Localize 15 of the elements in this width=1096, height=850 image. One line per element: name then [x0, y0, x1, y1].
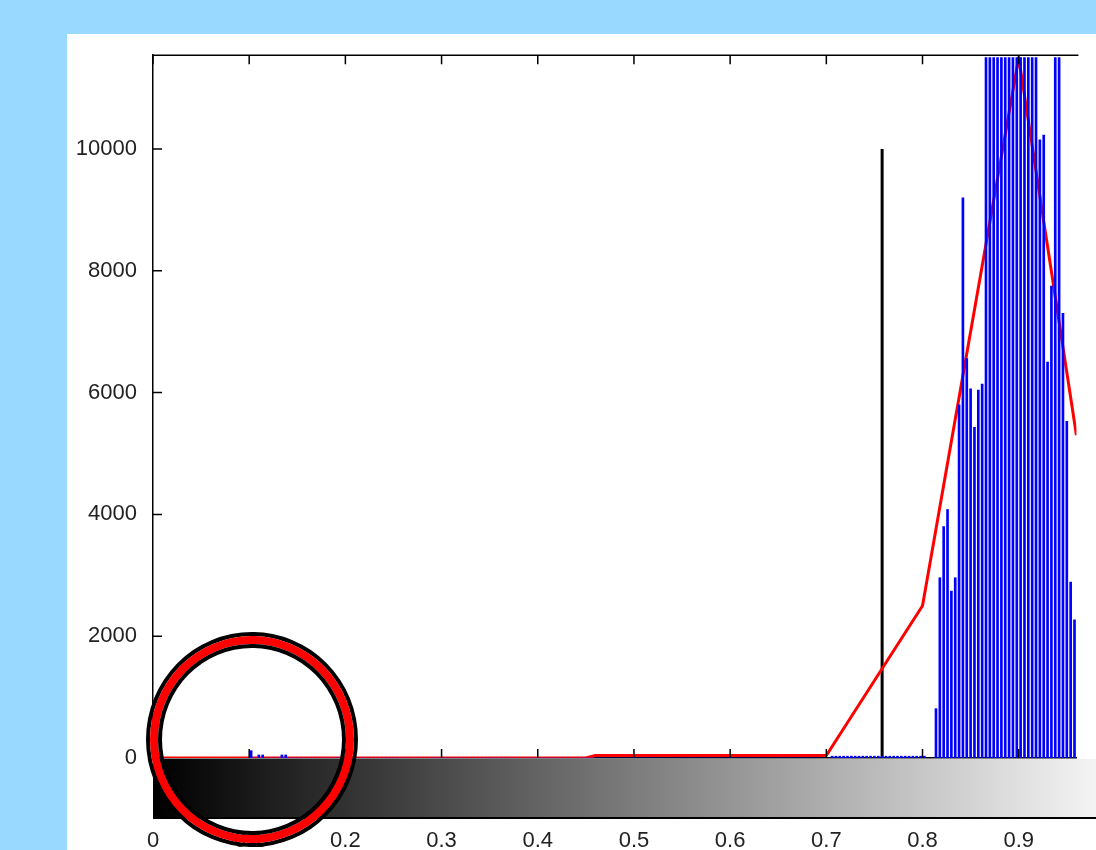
y-tick-label: 8000 [88, 256, 137, 282]
x-tick-label: 0.3 [426, 827, 457, 850]
x-tick-label: 0.8 [907, 827, 938, 850]
y-tick-label: 10000 [75, 135, 137, 161]
y-tick-label: 4000 [88, 500, 137, 526]
y-tick-label: 0 [124, 744, 137, 770]
x-tick-label: 0.2 [330, 827, 361, 850]
x-tick-label: 0.6 [714, 827, 746, 850]
x-tick-label: 0.9 [1003, 827, 1035, 850]
x-tick-label: 0.7 [811, 827, 842, 850]
y-tick-label: 2000 [88, 622, 137, 648]
x-tick-label: 0 [146, 827, 160, 850]
y-tick-label: 6000 [88, 378, 137, 404]
x-tick-label: 0.4 [522, 827, 554, 850]
x-tick-label: 0.5 [618, 827, 650, 850]
